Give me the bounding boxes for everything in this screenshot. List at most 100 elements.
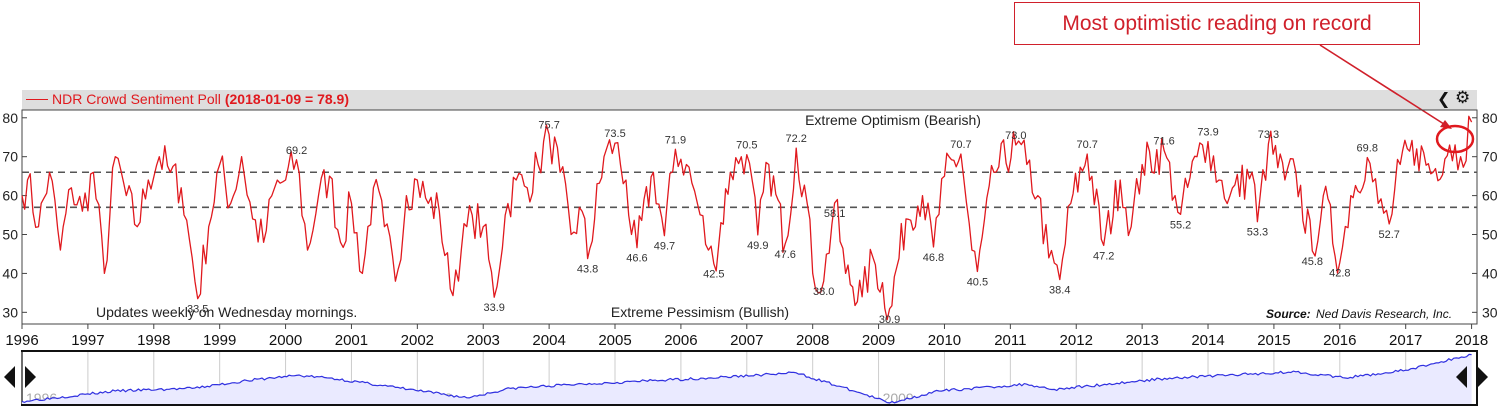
- navigator-year-label: 2000: [290, 390, 321, 406]
- navigator-year-label: 2006: [685, 390, 716, 406]
- x-tick-label: 2013: [1125, 332, 1158, 349]
- legend-latest-value: (2018-01-09 = 78.9): [224, 91, 349, 107]
- x-tick-label: 2016: [1323, 332, 1356, 349]
- source-name: Ned Davis Research, Inc.: [1316, 307, 1452, 321]
- x-tick-label: 2011: [994, 332, 1026, 349]
- x-tick-label: 2005: [598, 332, 631, 349]
- data-label: 73.3: [1258, 129, 1279, 141]
- navigator-year-label: 2001: [355, 390, 386, 406]
- navigator-handle-right[interactable]: [1477, 366, 1488, 388]
- x-tick-label: 2006: [664, 332, 697, 349]
- data-label: 71.9: [665, 134, 686, 146]
- x-tick-label: 2010: [928, 332, 961, 349]
- x-tick-label: 2014: [1191, 332, 1224, 349]
- data-label: 33.9: [484, 302, 505, 314]
- y-tick-label-left: 50: [2, 227, 18, 243]
- chart-title-bar: [22, 90, 1477, 110]
- navigator-handle-left-inner[interactable]: [25, 366, 36, 388]
- navigator-handle-left[interactable]: [4, 366, 15, 388]
- updates-note: Updates weekly on Wednesday mornings.: [96, 304, 357, 320]
- legend-swatch: [26, 98, 48, 100]
- navigator-year-label: 2004: [553, 390, 584, 406]
- y-tick-label-right: 60: [1482, 188, 1498, 204]
- source-label: Source:: [1266, 307, 1311, 321]
- y-tick-label-left: 80: [2, 110, 18, 126]
- navigator-year-label: 2009: [883, 390, 914, 406]
- x-tick-label: 2001: [335, 332, 368, 349]
- y-tick-label-right: 40: [1482, 265, 1498, 281]
- navigator: 1996 1997 1998 1999 2000 2001 2002 2003 2004 2005…: [21, 352, 1472, 406]
- navigator-year-label: 2002: [421, 390, 452, 406]
- y-axis-left: 30 40 50 60 70 80: [2, 110, 27, 320]
- navigator-year-label: 1999: [224, 390, 255, 406]
- record-highlight-circle: [1435, 124, 1475, 154]
- x-tick-label: 1998: [137, 332, 170, 349]
- y-tick-label-right: 80: [1482, 110, 1498, 126]
- data-label: 52.7: [1379, 229, 1400, 241]
- navigator-year-label: 2015: [1278, 390, 1309, 406]
- legend-series-name: NDR Crowd Sentiment Poll: [52, 91, 221, 107]
- data-label: 75.7: [538, 120, 559, 132]
- bottom-zone-label: Extreme Pessimism (Bullish): [611, 304, 789, 320]
- data-label: 70.7: [1077, 139, 1098, 151]
- x-tick-label: 2003: [467, 332, 500, 349]
- data-label: 40.5: [967, 276, 988, 288]
- data-label: 69.8: [1357, 142, 1378, 154]
- navigator-year-label: 2011: [1014, 390, 1044, 406]
- y-tick-label-right: 30: [1482, 304, 1498, 320]
- x-tick-label: 2007: [730, 332, 763, 349]
- data-label: 72.2: [785, 133, 806, 145]
- y-tick-label-left: 60: [2, 188, 18, 204]
- navigator-frame: [21, 350, 1478, 406]
- data-label: 38.0: [813, 286, 834, 298]
- data-label: 42.5: [703, 269, 724, 281]
- x-tick-label: 2012: [1060, 332, 1093, 349]
- x-tick-label: 2008: [796, 332, 829, 349]
- data-label: 53.3: [1247, 227, 1268, 239]
- data-label: 73.5: [604, 128, 625, 140]
- data-label: 43.8: [577, 264, 598, 276]
- x-tick-label: 2018: [1455, 332, 1488, 349]
- y-tick-label-right: 50: [1482, 227, 1498, 243]
- y-tick-label-left: 30: [2, 304, 18, 320]
- x-tick-label: 1997: [71, 332, 104, 349]
- y-tick-label-right: 70: [1482, 149, 1498, 165]
- data-label: 30.9: [879, 314, 900, 326]
- navigator-year-label: 1998: [158, 390, 189, 406]
- data-label: 45.8: [1302, 256, 1323, 268]
- threshold-lines: [22, 171, 1477, 209]
- data-label: 47.2: [1093, 250, 1114, 262]
- navigator-year-label: 1997: [92, 390, 123, 406]
- navigator-year-label: 2005: [619, 390, 650, 406]
- data-label: 69.2: [286, 145, 307, 157]
- series-line: [21, 115, 1473, 321]
- data-label: 73.9: [1197, 127, 1218, 139]
- y-tick-label-left: 40: [2, 265, 18, 281]
- data-label: 58.1: [824, 208, 845, 220]
- y-tick-label-left: 70: [2, 149, 18, 165]
- data-label: 46.8: [923, 252, 944, 264]
- navigator-year-label: 2013: [1146, 390, 1177, 406]
- sentiment-series-path: [21, 115, 1473, 321]
- plot-frame: [21, 109, 1478, 325]
- navigator-year-label: 1996: [26, 390, 57, 406]
- x-tick-label: 2009: [862, 332, 895, 349]
- data-label: 70.5: [736, 140, 757, 152]
- callout-box: Most optimistic reading on record: [1014, 2, 1420, 45]
- x-tick-label: 2004: [532, 332, 565, 349]
- chevron-down-icon[interactable]: ❮: [1437, 91, 1451, 108]
- data-label: 47.6: [775, 249, 796, 261]
- gear-icon[interactable]: ⚙: [1455, 88, 1471, 107]
- navigator-year-label: 2010: [948, 390, 979, 406]
- x-tick-label: 1999: [203, 332, 236, 349]
- data-label: 38.4: [1049, 285, 1070, 297]
- navigator-year-label: 2012: [1080, 390, 1111, 406]
- point-labels: 33.5 69.2 33.9 75.7 43.8 73.5 46.6 49.7 71.9 42.5…: [187, 120, 1400, 326]
- callout-arrowhead: [1440, 120, 1452, 129]
- x-tick-label: 2017: [1389, 332, 1422, 349]
- data-label: 71.6: [1153, 135, 1174, 147]
- x-axis: 1996 1997 1998 1999 2000 2001 2002 2003 2004 2005…: [5, 324, 1488, 349]
- y-axis-right: 30 40 50 60 70 80: [1472, 110, 1498, 320]
- navigator-handle-right-inner[interactable]: [1456, 366, 1467, 388]
